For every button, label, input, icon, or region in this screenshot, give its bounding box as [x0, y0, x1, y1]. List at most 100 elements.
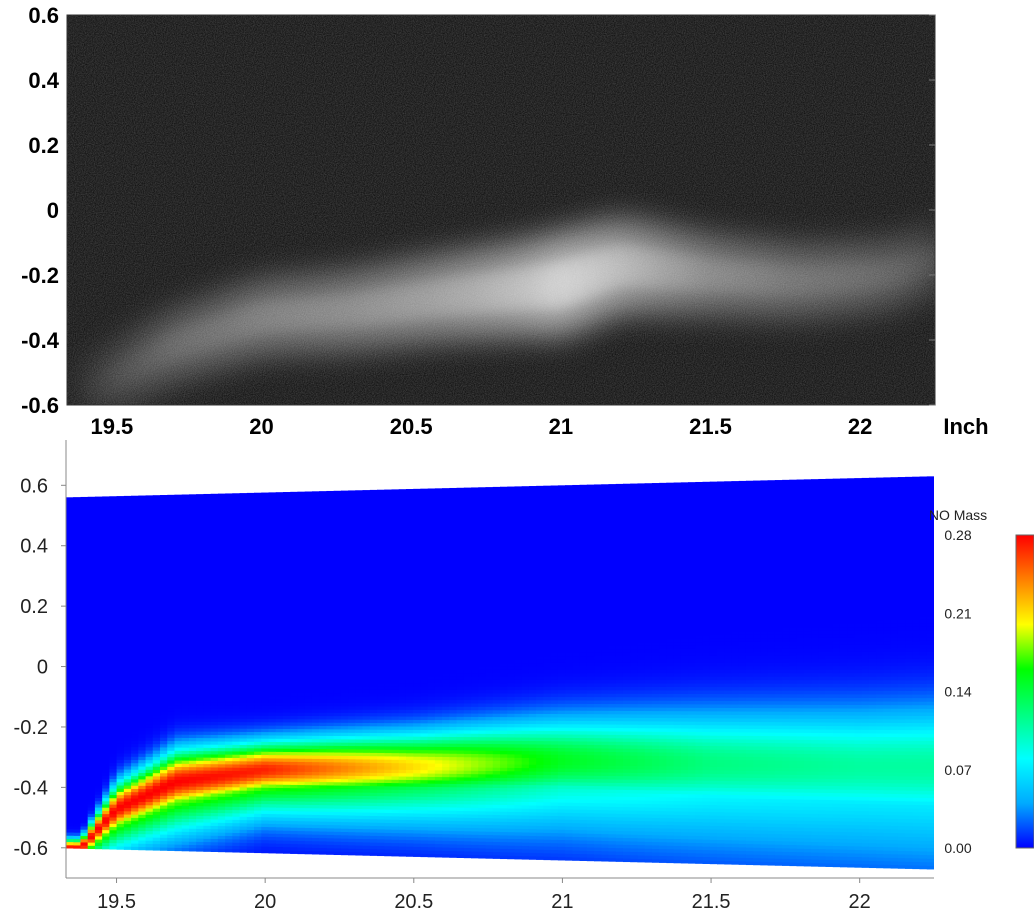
contour-cell [66, 739, 74, 744]
contour-cell [109, 685, 118, 690]
contour-cell [66, 675, 74, 680]
contour-cell [116, 788, 125, 792]
contour-cell [66, 570, 74, 575]
contour-cell [116, 794, 125, 799]
contour-cell [73, 560, 82, 565]
contour-cell [80, 682, 89, 686]
contour-cell [102, 775, 110, 779]
contour-cell [138, 794, 147, 799]
contour-cell [66, 615, 74, 620]
contour-cell [123, 650, 132, 654]
contour-cell [102, 637, 110, 642]
contour-cell [87, 762, 96, 766]
contour-cell [116, 791, 125, 796]
contour-cell [102, 544, 110, 549]
contour-cell [131, 698, 139, 703]
contour-cell [87, 816, 96, 821]
contour-cell [102, 743, 110, 747]
contour-cell [123, 785, 132, 789]
contour-cell [94, 720, 103, 725]
contour-cell [66, 535, 74, 540]
contour-cell [102, 778, 110, 783]
contour-cell [87, 688, 96, 693]
contour-cell [73, 800, 82, 804]
contour-cell [66, 618, 74, 623]
contour-cell [102, 595, 110, 600]
contour-cell [131, 662, 139, 667]
contour-cell [66, 573, 74, 578]
contour-cell [102, 557, 110, 562]
contour-cell [116, 797, 125, 802]
contour-cell [109, 531, 118, 536]
contour-cell [94, 643, 103, 648]
contour-cell [87, 810, 96, 814]
contour-cell [123, 842, 132, 847]
contour-cell [80, 516, 89, 520]
contour-cell [73, 535, 82, 540]
contour-cell [131, 572, 139, 577]
contour-cell [123, 749, 132, 754]
contour-cell [123, 733, 132, 738]
contour-cell [131, 839, 139, 844]
flow-domain [66, 476, 934, 870]
contour-cell [73, 576, 82, 581]
contour-cell [80, 784, 89, 789]
contour-cell [116, 608, 125, 613]
contour-cell [102, 630, 110, 635]
contour-cell [73, 621, 82, 626]
contour-cell [123, 659, 132, 664]
contour-cell [73, 761, 82, 766]
contour-cell [123, 717, 132, 722]
contour-cell [87, 608, 96, 613]
contour-cell [109, 813, 118, 818]
contour-cell [73, 701, 82, 706]
contour-cell [73, 793, 82, 798]
contour-cell [116, 640, 125, 645]
contour-cell [109, 707, 118, 712]
contour-cell [66, 506, 74, 511]
contour-cell [80, 538, 89, 543]
contour-cell [116, 662, 125, 667]
contour-cell [131, 749, 139, 754]
contour-cell [73, 596, 82, 600]
contour-cell [66, 529, 74, 533]
contour-cell [87, 698, 96, 702]
contour-cell [73, 835, 82, 840]
contour-cell [123, 521, 132, 526]
contour-cell [116, 618, 125, 622]
contour-cell [102, 813, 110, 818]
contour-cell [87, 835, 96, 840]
contour-cell [94, 528, 103, 533]
contour-cell [94, 803, 103, 808]
contour-cell [73, 717, 82, 722]
contour-cell [80, 771, 89, 776]
contour-cell [377, 489, 385, 494]
contour-cell [109, 672, 118, 677]
contour-cell [80, 800, 89, 805]
contour-cell [87, 742, 96, 747]
contour-cell [123, 508, 132, 513]
contour-cell [94, 714, 103, 718]
contour-cell [102, 509, 110, 514]
contour-cell [102, 768, 110, 773]
contour-cell [109, 759, 118, 763]
contour-cell [73, 599, 82, 604]
contour-cell [109, 679, 118, 683]
contour-cell [80, 592, 89, 597]
contour-cell [87, 717, 96, 722]
contour-cell [80, 698, 89, 702]
contour-cell [87, 547, 96, 552]
contour-cell [94, 615, 103, 619]
contour-cell [116, 829, 125, 834]
contour-cell [109, 800, 118, 805]
contour-cell [116, 528, 125, 532]
contour-cell [131, 605, 139, 609]
contour-cell [80, 822, 89, 827]
contour-cell [80, 726, 89, 731]
contour-cell [131, 814, 139, 818]
contour-cell [116, 573, 125, 577]
contour-cell [73, 615, 82, 619]
contour-cell [87, 806, 96, 811]
contour-cell [66, 592, 74, 597]
contour-cell [80, 835, 89, 840]
